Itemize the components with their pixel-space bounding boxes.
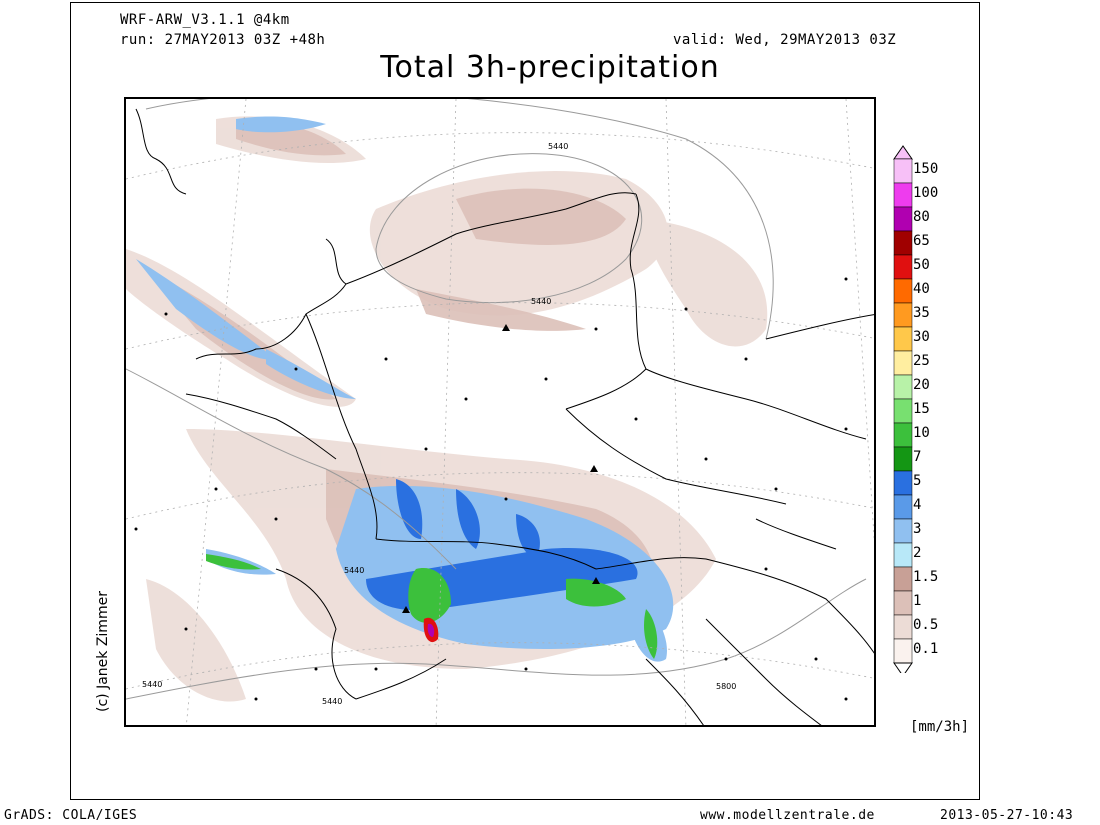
contour-label: 5440: [322, 697, 343, 706]
legend-bottom-arrow: [893, 662, 913, 673]
legend-swatch: [893, 566, 913, 592]
legend-swatch: [893, 182, 913, 208]
station-dots: [134, 277, 848, 701]
footer-timestamp: 2013-05-27-10:43: [940, 808, 1074, 823]
legend-label: 15: [913, 401, 930, 417]
legend-label: 7: [913, 449, 922, 465]
legend-swatch: [893, 398, 913, 424]
contour-label: 5440: [344, 566, 365, 575]
valid-label: valid: Wed, 29MAY2013 03Z: [673, 32, 897, 48]
precip-10mm: [206, 554, 658, 659]
legend-label: 25: [913, 353, 930, 369]
legend-label: 35: [913, 305, 930, 321]
legend-label: 3: [913, 521, 922, 537]
legend-label: 65: [913, 233, 930, 249]
legend-label: 20: [913, 377, 930, 393]
lat-lon-grid: [126, 99, 874, 725]
legend-label: 5: [913, 473, 922, 489]
contour-label: 5440: [142, 680, 163, 689]
legend-swatch: [893, 470, 913, 496]
legend-top-arrow: [893, 145, 913, 160]
legend-swatch: [893, 422, 913, 448]
legend-label: 0.5: [913, 617, 939, 633]
legend-swatch: [893, 542, 913, 568]
legend-label: 100: [913, 185, 939, 201]
legend-label: 0.1: [913, 641, 939, 657]
legend-swatch: [893, 206, 913, 232]
run-label: run: 27MAY2013 03Z +48h: [120, 32, 326, 48]
legend-swatch: [893, 590, 913, 616]
legend-swatch: [893, 446, 913, 472]
legend-label: 2: [913, 545, 922, 561]
borders: [135, 108, 874, 725]
legend-label: 10: [913, 425, 930, 441]
map-title: Total 3h-precipitation: [380, 50, 720, 85]
legend-swatch: [893, 614, 913, 640]
legend-label: 1: [913, 593, 922, 609]
plot-frame: [70, 2, 980, 800]
legend-label: 1.5: [913, 569, 939, 585]
height-contours: [126, 99, 867, 700]
map-canvas: [126, 99, 874, 725]
legend-swatch: [893, 278, 913, 304]
contour-label: 5440: [548, 142, 569, 151]
precip-max: [423, 617, 439, 643]
model-label: WRF-ARW_V3.1.1 @4km: [120, 12, 290, 28]
color-legend: [893, 145, 913, 673]
legend-label: 40: [913, 281, 930, 297]
author-credit: (c) Janek Zimmer: [95, 591, 111, 712]
precipitation-map: 5440 5440 5440 5440 5440 5800: [124, 97, 876, 727]
legend-label: 30: [913, 329, 930, 345]
contour-label: 5800: [716, 682, 737, 691]
city-markers: [402, 324, 600, 613]
legend-swatch: [893, 230, 913, 256]
legend-swatch: [893, 350, 913, 376]
legend-swatch: [893, 326, 913, 352]
legend-swatch: [893, 158, 913, 184]
legend-swatch: [893, 302, 913, 328]
legend-label: 50: [913, 257, 930, 273]
legend-swatch: [893, 518, 913, 544]
legend-swatch: [893, 374, 913, 400]
footer-grads: GrADS: COLA/IGES: [4, 808, 138, 823]
legend-label: 80: [913, 209, 930, 225]
legend-swatch: [893, 254, 913, 280]
footer-site: www.modellzentrale.de: [700, 808, 875, 823]
legend-unit: [mm/3h]: [910, 719, 970, 735]
legend-swatch: [893, 494, 913, 520]
legend-swatch: [893, 638, 913, 664]
contour-label: 5440: [531, 297, 552, 306]
legend-label: 150: [913, 161, 939, 177]
legend-label: 4: [913, 497, 922, 513]
